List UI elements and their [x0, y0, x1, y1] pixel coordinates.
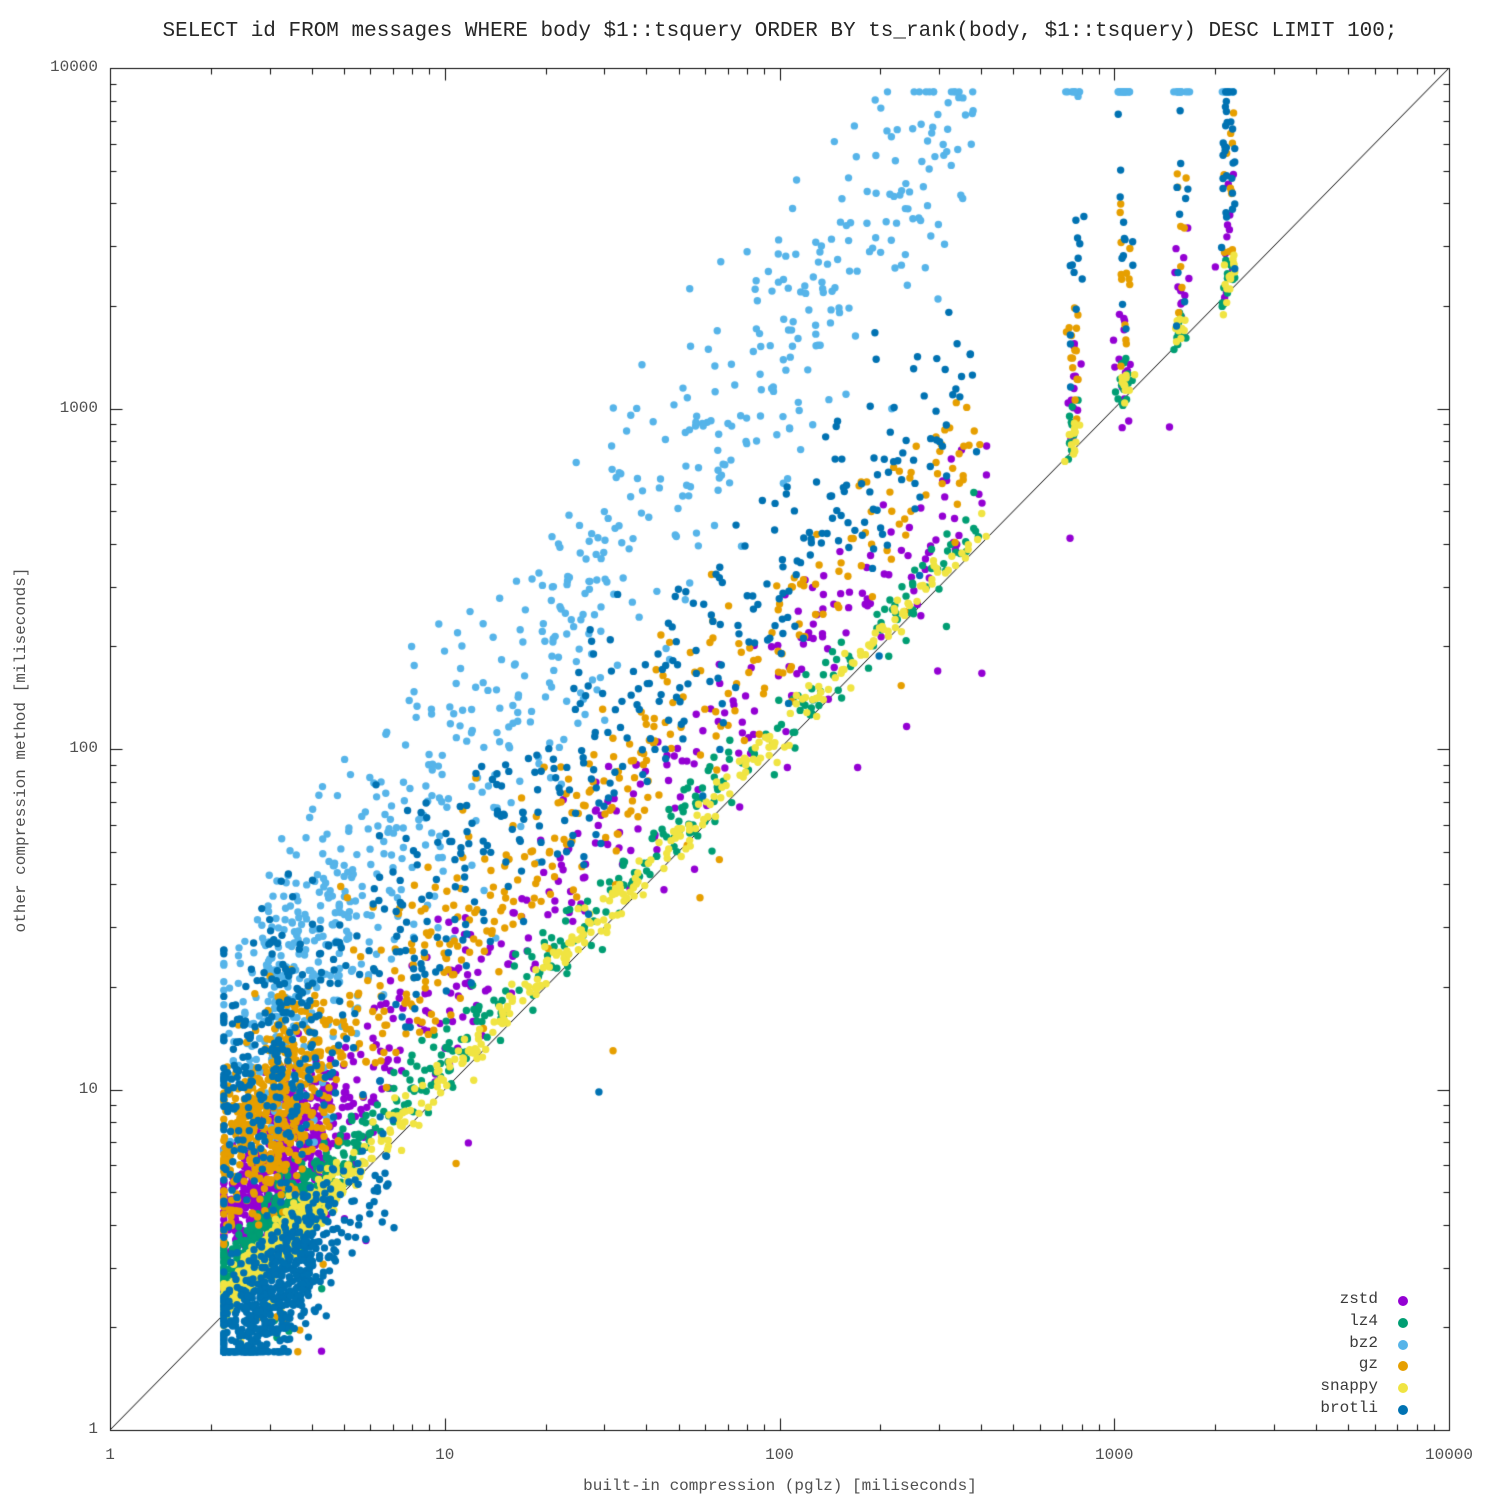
y-tick-label: 10 — [78, 1079, 98, 1098]
legend-marker-dot — [1398, 1317, 1408, 1328]
legend-item-lz4: lz4 — [1180, 1312, 1430, 1334]
legend-label: gz — [1358, 1355, 1378, 1374]
legend-item-bz2: bz2 — [1180, 1334, 1430, 1356]
x-tick-label: 1 — [105, 1446, 115, 1464]
legend-label: zstd — [1339, 1290, 1378, 1308]
legend-label: bz2 — [1349, 1333, 1378, 1352]
legend-marker-dot — [1398, 1339, 1408, 1350]
y-tick-label: 1 — [88, 1420, 98, 1438]
x-tick-label: 10000 — [1424, 1446, 1473, 1464]
legend-item-snappy: snappy — [1180, 1377, 1430, 1399]
y-tick-label: 10000 — [49, 58, 98, 76]
x-axis-label: built-in compression (pglz) [miliseconds… — [583, 1477, 977, 1495]
legend-marker-dot — [1398, 1361, 1408, 1372]
legend-label: brotli — [1320, 1399, 1378, 1417]
legend-label: lz4 — [1349, 1311, 1378, 1330]
chart-title: SELECT id FROM messages WHERE body $1::t… — [162, 20, 1398, 43]
y-tick-label: 1000 — [59, 398, 98, 417]
legend-label: snappy — [1320, 1377, 1378, 1396]
legend-marker-dot — [1398, 1383, 1408, 1394]
legend-item-gz: gz — [1180, 1355, 1430, 1377]
x-tick-label: 1000 — [1095, 1446, 1134, 1464]
legend-marker-dot — [1398, 1296, 1408, 1306]
legend-item-brotli: brotli — [1180, 1399, 1430, 1421]
x-tick-label: 100 — [765, 1446, 794, 1464]
y-tick-label: 100 — [69, 739, 98, 757]
legend-item-zstd: zstd — [1180, 1290, 1430, 1312]
x-tick-label: 10 — [435, 1446, 455, 1464]
legend-marker-dot — [1398, 1405, 1408, 1415]
